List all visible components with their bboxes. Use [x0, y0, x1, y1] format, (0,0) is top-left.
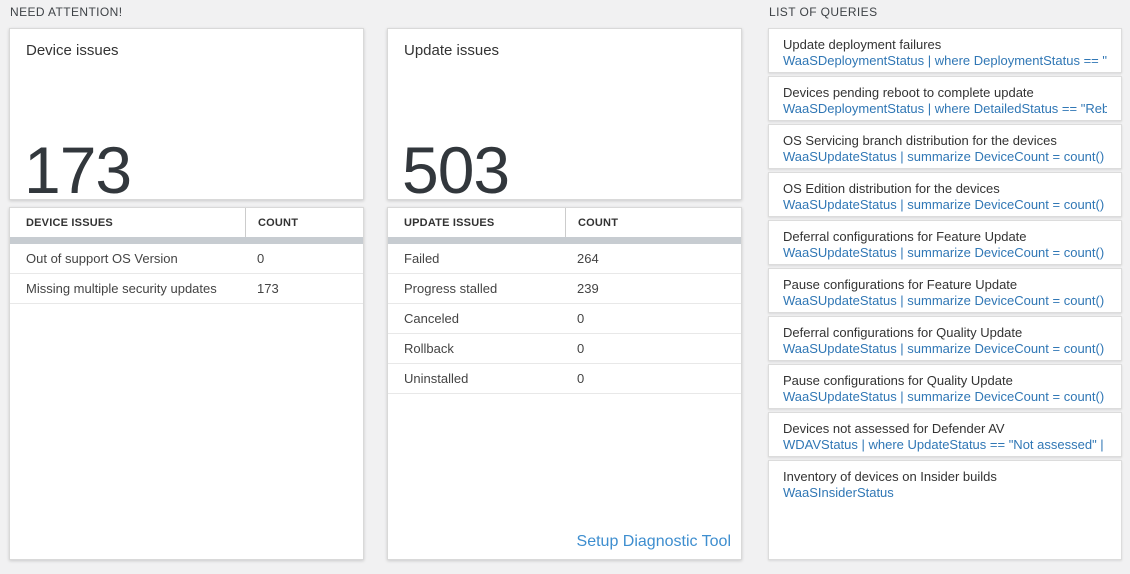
- issue-count: 0: [577, 341, 585, 356]
- list-of-queries-heading: LIST OF QUERIES: [769, 5, 878, 19]
- issue-label: Canceled: [404, 311, 459, 326]
- device-issues-title: Device issues: [26, 42, 119, 59]
- query-title: Inventory of devices on Insider builds: [783, 469, 997, 484]
- table-row[interactable]: Rollback 0: [388, 334, 741, 364]
- column-header-count: COUNT: [565, 208, 741, 237]
- column-header-count: COUNT: [245, 208, 363, 237]
- query-text[interactable]: WDAVStatus | where UpdateStatus == "Not …: [783, 437, 1107, 452]
- table-row[interactable]: Canceled 0: [388, 304, 741, 334]
- device-issues-table: DEVICE ISSUES COUNT Out of support OS Ve…: [9, 207, 364, 560]
- query-text[interactable]: WaaSDeploymentStatus | where DetailedSta…: [783, 101, 1107, 116]
- issue-label: Progress stalled: [404, 281, 498, 296]
- issue-label: Out of support OS Version: [26, 251, 178, 266]
- table-row[interactable]: Failed 264: [388, 244, 741, 274]
- query-title: Update deployment failures: [783, 37, 942, 52]
- query-item[interactable]: Deferral configurations for Quality Upda…: [768, 316, 1122, 361]
- query-item[interactable]: Inventory of devices on Insider builds W…: [768, 460, 1122, 560]
- issue-count: 239: [577, 281, 599, 296]
- query-title: Pause configurations for Feature Update: [783, 277, 1018, 292]
- query-text[interactable]: WaaSUpdateStatus | summarize DeviceCount…: [783, 341, 1107, 356]
- device-issues-tile[interactable]: Device issues 173: [9, 28, 364, 207]
- issue-count: 173: [257, 281, 279, 296]
- setup-diagnostic-tool-link[interactable]: Setup Diagnostic Tool: [576, 533, 731, 550]
- column-header-update-issues: UPDATE ISSUES: [404, 216, 495, 229]
- need-attention-heading: NEED ATTENTION!: [10, 5, 123, 19]
- query-title: Pause configurations for Quality Update: [783, 373, 1013, 388]
- query-text[interactable]: WaaSDeploymentStatus | where DeploymentS…: [783, 53, 1107, 68]
- query-title: Devices pending reboot to complete updat…: [783, 85, 1034, 100]
- query-text[interactable]: WaaSUpdateStatus | summarize DeviceCount…: [783, 245, 1107, 260]
- query-title: Devices not assessed for Defender AV: [783, 421, 1005, 436]
- table-row[interactable]: Uninstalled 0: [388, 364, 741, 394]
- query-text[interactable]: WaaSUpdateStatus | summarize DeviceCount…: [783, 149, 1107, 164]
- query-text[interactable]: WaaSInsiderStatus: [783, 485, 894, 500]
- query-text[interactable]: WaaSUpdateStatus | summarize DeviceCount…: [783, 389, 1107, 404]
- device-issues-count: 173: [24, 133, 132, 207]
- query-text[interactable]: WaaSUpdateStatus | summarize DeviceCount…: [783, 197, 1107, 212]
- update-issues-count: 503: [402, 133, 510, 207]
- device-issues-table-header: DEVICE ISSUES COUNT: [10, 208, 363, 237]
- query-item[interactable]: Update deployment failures WaaSDeploymen…: [768, 28, 1122, 73]
- issue-label: Missing multiple security updates: [26, 281, 217, 296]
- issue-count: 0: [577, 311, 585, 326]
- update-issues-table: UPDATE ISSUES COUNT Failed 264 Progress …: [387, 207, 742, 560]
- queries-panel: Update deployment failures WaaSDeploymen…: [768, 28, 1122, 560]
- query-item[interactable]: Pause configurations for Feature Update …: [768, 268, 1122, 313]
- query-title: OS Servicing branch distribution for the…: [783, 133, 1057, 148]
- issue-count: 264: [577, 251, 599, 266]
- update-issues-table-header: UPDATE ISSUES COUNT: [388, 208, 741, 237]
- query-title: Deferral configurations for Quality Upda…: [783, 325, 1023, 340]
- query-item[interactable]: OS Servicing branch distribution for the…: [768, 124, 1122, 169]
- issue-label: Failed: [404, 251, 440, 266]
- query-item[interactable]: Deferral configurations for Feature Upda…: [768, 220, 1122, 265]
- issue-label: Uninstalled: [404, 371, 469, 386]
- query-item[interactable]: OS Edition distribution for the devices …: [768, 172, 1122, 217]
- update-issues-tile[interactable]: Update issues 503: [387, 28, 742, 207]
- table-row[interactable]: Progress stalled 239: [388, 274, 741, 304]
- issue-count: 0: [577, 371, 585, 386]
- query-text[interactable]: WaaSUpdateStatus | summarize DeviceCount…: [783, 293, 1107, 308]
- query-item[interactable]: Devices not assessed for Defender AV WDA…: [768, 412, 1122, 457]
- issue-label: Rollback: [404, 341, 454, 356]
- horizontal-scrollbar[interactable]: [388, 237, 741, 244]
- query-title: Deferral configurations for Feature Upda…: [783, 229, 1027, 244]
- horizontal-scrollbar[interactable]: [10, 237, 363, 244]
- issue-count: 0: [257, 251, 265, 266]
- column-header-device-issues: DEVICE ISSUES: [26, 216, 113, 229]
- query-item[interactable]: Devices pending reboot to complete updat…: [768, 76, 1122, 121]
- update-issues-title: Update issues: [404, 42, 500, 59]
- query-title: OS Edition distribution for the devices: [783, 181, 1000, 196]
- table-row[interactable]: Missing multiple security updates 173: [10, 274, 363, 304]
- table-row[interactable]: Out of support OS Version 0: [10, 244, 363, 274]
- query-item[interactable]: Pause configurations for Quality Update …: [768, 364, 1122, 409]
